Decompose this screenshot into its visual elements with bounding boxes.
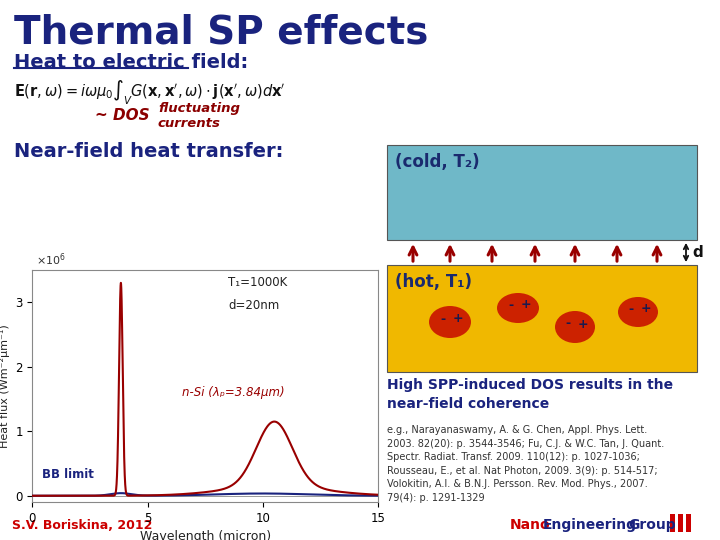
Text: Engineering: Engineering	[543, 518, 637, 532]
Bar	[387, 265, 697, 372]
Text: d: d	[692, 245, 703, 260]
Text: (hot, T₁): (hot, T₁)	[395, 273, 472, 291]
Text: n-Si (λₚ=3.84μm): n-Si (λₚ=3.84μm)	[182, 386, 285, 399]
Text: d=20nm: d=20nm	[228, 299, 279, 312]
Text: -: -	[565, 318, 570, 330]
Text: S.V. Boriskina, 2012: S.V. Boriskina, 2012	[12, 519, 153, 532]
Bar	[678, 514, 683, 532]
Text: Group: Group	[628, 518, 675, 532]
Text: Thermal SP effects: Thermal SP effects	[14, 13, 428, 51]
Bar	[686, 514, 691, 532]
Text: +: +	[521, 299, 531, 312]
Text: Nano: Nano	[510, 518, 551, 532]
Ellipse shape	[497, 293, 539, 323]
Text: BB limit: BB limit	[42, 468, 94, 481]
Text: +: +	[641, 302, 652, 315]
Ellipse shape	[618, 297, 658, 327]
Y-axis label: Heat flux (Wm⁻²μm⁻¹): Heat flux (Wm⁻²μm⁻¹)	[0, 324, 9, 448]
Text: (cold, T₂): (cold, T₂)	[395, 153, 480, 171]
Text: fluctuating
currents: fluctuating currents	[158, 102, 240, 130]
Text: +: +	[577, 318, 588, 330]
Text: T₁=1000K: T₁=1000K	[228, 276, 287, 289]
Text: ~ DOS: ~ DOS	[95, 108, 150, 123]
Ellipse shape	[429, 306, 471, 338]
Text: Heat to electric field:: Heat to electric field:	[14, 53, 248, 72]
Bar	[670, 514, 675, 532]
Text: e.g., Narayanaswamy, A. & G. Chen, Appl. Phys. Lett.
2003. 82(20): p. 3544-3546;: e.g., Narayanaswamy, A. & G. Chen, Appl.…	[387, 425, 665, 503]
Ellipse shape	[555, 311, 595, 343]
Text: $\times10^6$: $\times10^6$	[36, 251, 66, 268]
Text: -: -	[508, 299, 513, 312]
X-axis label: Wavelength (micron): Wavelength (micron)	[140, 530, 271, 540]
Text: $\mathbf{E}(\mathbf{r},\omega) = i\omega\mu_0\int_V G(\mathbf{x},\mathbf{x}^{\pr: $\mathbf{E}(\mathbf{r},\omega) = i\omega…	[14, 78, 286, 106]
Text: -: -	[441, 313, 446, 326]
Bar	[387, 145, 697, 240]
Text: Near-field heat transfer:: Near-field heat transfer:	[14, 142, 284, 161]
Text: +: +	[453, 313, 463, 326]
Text: -: -	[629, 302, 634, 315]
Text: High SPP-induced DOS results in the
near-field coherence: High SPP-induced DOS results in the near…	[387, 378, 673, 411]
